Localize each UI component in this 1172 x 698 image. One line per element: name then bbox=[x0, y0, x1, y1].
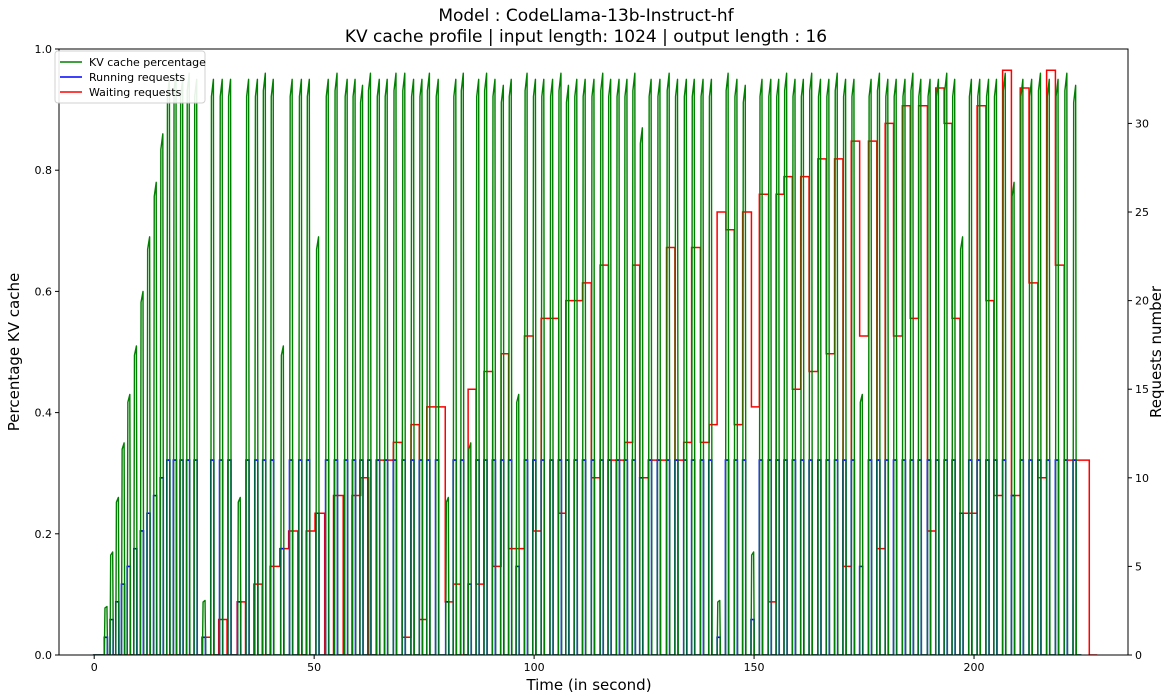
y-right-tick-label: 25 bbox=[1135, 206, 1149, 219]
x-axis-label: Time (in second) bbox=[525, 676, 651, 694]
y-left-tick-label: 0.8 bbox=[35, 164, 53, 177]
right-y-axis-label: Requests number bbox=[1147, 285, 1165, 418]
y-left-tick-label: 0.2 bbox=[35, 528, 53, 541]
y-left-tick-label: 1.0 bbox=[35, 43, 53, 56]
legend: KV cache percentage Running requests Wai… bbox=[54, 50, 206, 104]
series-kv-cache-percentage bbox=[92, 72, 1082, 655]
left-y-axis-label: Percentage KV cache bbox=[5, 273, 23, 431]
x-tick-label: 50 bbox=[307, 661, 321, 674]
legend-label-waiting: Waiting requests bbox=[89, 86, 182, 99]
legend-frame bbox=[54, 50, 206, 104]
y-right-tick-label: 20 bbox=[1135, 295, 1149, 308]
plot-frame bbox=[58, 48, 1129, 656]
left-y-axis-ticks: 0.0 0.2 0.4 0.6 0.8 1.0 bbox=[35, 43, 59, 662]
x-tick-label: 100 bbox=[524, 661, 545, 674]
y-left-tick-label: 0.4 bbox=[35, 407, 53, 420]
y-left-tick-label: 0.6 bbox=[35, 285, 53, 298]
x-tick-label: 150 bbox=[744, 661, 765, 674]
kv-cache-line bbox=[92, 72, 1082, 655]
legend-label-kv: KV cache percentage bbox=[89, 56, 206, 69]
x-tick-label: 200 bbox=[964, 661, 985, 674]
y-right-tick-label: 10 bbox=[1135, 472, 1149, 485]
right-y-axis-ticks: 0 5 10 15 20 25 30 bbox=[1128, 117, 1149, 662]
y-right-tick-label: 0 bbox=[1135, 649, 1142, 662]
x-axis-ticks: 0 50 100 150 200 bbox=[91, 655, 985, 674]
x-tick-label: 0 bbox=[91, 661, 98, 674]
chart-title-line-2: KV cache profile | input length: 1024 | … bbox=[345, 27, 827, 47]
chart-title-line-1: Model : CodeLlama-13b-Instruct-hf bbox=[438, 6, 734, 26]
y-left-tick-label: 0.0 bbox=[35, 649, 53, 662]
y-right-tick-label: 15 bbox=[1135, 383, 1149, 396]
y-right-tick-label: 30 bbox=[1135, 117, 1149, 130]
legend-label-running: Running requests bbox=[89, 71, 185, 84]
y-right-tick-label: 5 bbox=[1135, 560, 1142, 573]
